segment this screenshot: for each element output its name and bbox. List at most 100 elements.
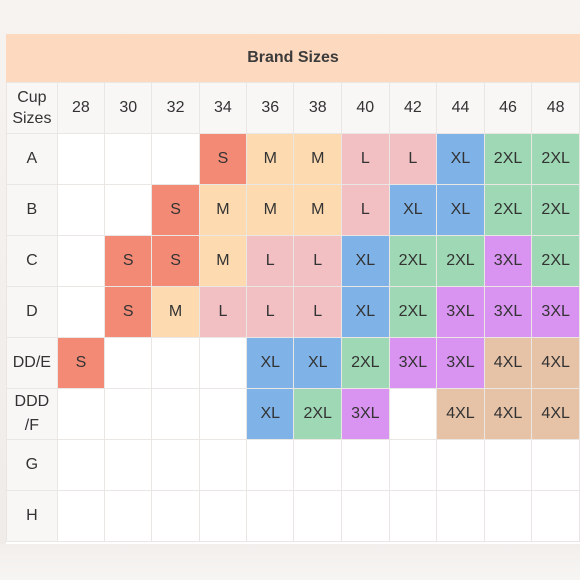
empty-cell bbox=[388, 490, 438, 542]
cup-size-label-text: C bbox=[26, 252, 38, 269]
empty-cell bbox=[104, 184, 153, 236]
empty-cell bbox=[388, 388, 438, 440]
size-cell-s: S bbox=[151, 184, 200, 236]
cup-size-label-text: G bbox=[25, 456, 39, 473]
empty-cell bbox=[151, 388, 200, 440]
cup-size-label-text: D bbox=[26, 303, 38, 320]
size-cell-l: L bbox=[341, 184, 390, 236]
empty-cell bbox=[104, 388, 153, 440]
empty-cell bbox=[198, 337, 248, 389]
cup-sizes-label-line-2: Sizes bbox=[12, 110, 52, 127]
size-cell-xl: XL bbox=[436, 184, 485, 236]
empty-cell bbox=[56, 184, 106, 236]
size-cell-m: M bbox=[198, 235, 248, 287]
cup-row-g: G bbox=[6, 439, 580, 491]
size-cell-xl: XL bbox=[436, 133, 485, 185]
size-cell-2xl: 2XL bbox=[531, 235, 580, 287]
size-chart-body: A S M M L L XL 2XL 2XL B S M M M L XL XL 2XL 2XL C S S M L L XL 2X… bbox=[6, 133, 580, 542]
size-cell-s: S bbox=[104, 286, 153, 338]
size-cell-2xl: 2XL bbox=[531, 184, 580, 236]
empty-cell bbox=[56, 286, 106, 338]
size-cell-m: M bbox=[246, 133, 295, 185]
size-cell-s: S bbox=[56, 337, 106, 389]
cup-size-label: D bbox=[6, 286, 58, 338]
size-cell-l: L bbox=[246, 286, 295, 338]
cup-row-h: H bbox=[6, 490, 580, 542]
empty-cell bbox=[104, 133, 153, 185]
band-size-44: 44 bbox=[436, 82, 485, 134]
size-cell-3xl: 3XL bbox=[436, 286, 485, 338]
empty-cell bbox=[56, 439, 106, 491]
empty-cell bbox=[151, 490, 200, 542]
cup-row-dde: DD/E S XL XL 2XL 3XL 3XL 4XL 4XL bbox=[6, 337, 580, 389]
size-cell-l: L bbox=[293, 286, 343, 338]
page-title: Brand Sizes bbox=[247, 49, 339, 66]
size-cell-xl: XL bbox=[388, 184, 438, 236]
band-size-32: 32 bbox=[151, 82, 200, 134]
size-cell-4xl: 4XL bbox=[483, 337, 533, 389]
photo-bottom-edge bbox=[0, 544, 580, 580]
size-cell-xl: XL bbox=[246, 388, 295, 440]
size-cell-s: S bbox=[151, 235, 200, 287]
empty-cell bbox=[56, 133, 106, 185]
empty-cell bbox=[246, 439, 295, 491]
size-cell-xl: XL bbox=[246, 337, 295, 389]
empty-cell bbox=[104, 439, 153, 491]
empty-cell bbox=[531, 490, 580, 542]
cup-row-c: C S S M L L XL 2XL 2XL 3XL 2XL bbox=[6, 235, 580, 287]
size-cell-2xl: 2XL bbox=[388, 286, 438, 338]
band-size-48: 48 bbox=[531, 82, 580, 134]
size-cell-s: S bbox=[198, 133, 248, 185]
cup-size-label: B bbox=[6, 184, 58, 236]
cup-size-label-text: B bbox=[26, 201, 38, 218]
cup-row-a: A S M M L L XL 2XL 2XL bbox=[6, 133, 580, 185]
size-cell-4xl: 4XL bbox=[483, 388, 533, 440]
empty-cell bbox=[151, 337, 200, 389]
empty-cell bbox=[483, 439, 533, 491]
size-cell-m: M bbox=[293, 133, 343, 185]
cup-row-b: B S M M M L XL XL 2XL 2XL bbox=[6, 184, 580, 236]
size-cell-2xl: 2XL bbox=[483, 184, 533, 236]
brand-sizes-header: Brand Sizes bbox=[6, 34, 580, 82]
size-cell-4xl: 4XL bbox=[436, 388, 485, 440]
size-cell-2xl: 2XL bbox=[436, 235, 485, 287]
empty-cell bbox=[56, 490, 106, 542]
empty-cell bbox=[436, 439, 485, 491]
size-cell-2xl: 2XL bbox=[341, 337, 390, 389]
size-cell-2xl: 2XL bbox=[531, 133, 580, 185]
size-cell-l: L bbox=[388, 133, 438, 185]
band-size-34: 34 bbox=[198, 82, 248, 134]
empty-cell bbox=[198, 439, 248, 491]
size-cell-3xl: 3XL bbox=[436, 337, 485, 389]
cup-size-label: DDD/F bbox=[6, 388, 58, 440]
cup-size-label-text: DD/E bbox=[12, 354, 51, 371]
cup-size-label: H bbox=[6, 490, 58, 542]
size-cell-4xl: 4XL bbox=[531, 388, 580, 440]
band-size-36: 36 bbox=[246, 82, 295, 134]
empty-cell bbox=[293, 490, 343, 542]
size-cell-l: L bbox=[198, 286, 248, 338]
cup-size-label-text: DDD bbox=[14, 393, 50, 410]
size-cell-l: L bbox=[293, 235, 343, 287]
cup-size-label-text: /F bbox=[24, 417, 39, 434]
size-cell-xl: XL bbox=[293, 337, 343, 389]
cup-size-label: C bbox=[6, 235, 58, 287]
empty-cell bbox=[198, 490, 248, 542]
cup-row-dddf: DDD/F XL 2XL 3XL 4XL 4XL 4XL bbox=[6, 388, 580, 440]
cup-size-label: G bbox=[6, 439, 58, 491]
size-cell-3xl: 3XL bbox=[531, 286, 580, 338]
cup-size-label-text: A bbox=[26, 150, 38, 167]
size-cell-3xl: 3XL bbox=[483, 286, 533, 338]
empty-cell bbox=[56, 235, 106, 287]
empty-cell bbox=[104, 337, 153, 389]
size-cell-2xl: 2XL bbox=[293, 388, 343, 440]
size-cell-s: S bbox=[104, 235, 153, 287]
empty-cell bbox=[151, 439, 200, 491]
empty-cell bbox=[104, 490, 153, 542]
empty-cell bbox=[293, 439, 343, 491]
size-cell-4xl: 4XL bbox=[531, 337, 580, 389]
size-cell-l: L bbox=[246, 235, 295, 287]
band-size-42: 42 bbox=[388, 82, 438, 134]
band-size-40: 40 bbox=[341, 82, 390, 134]
